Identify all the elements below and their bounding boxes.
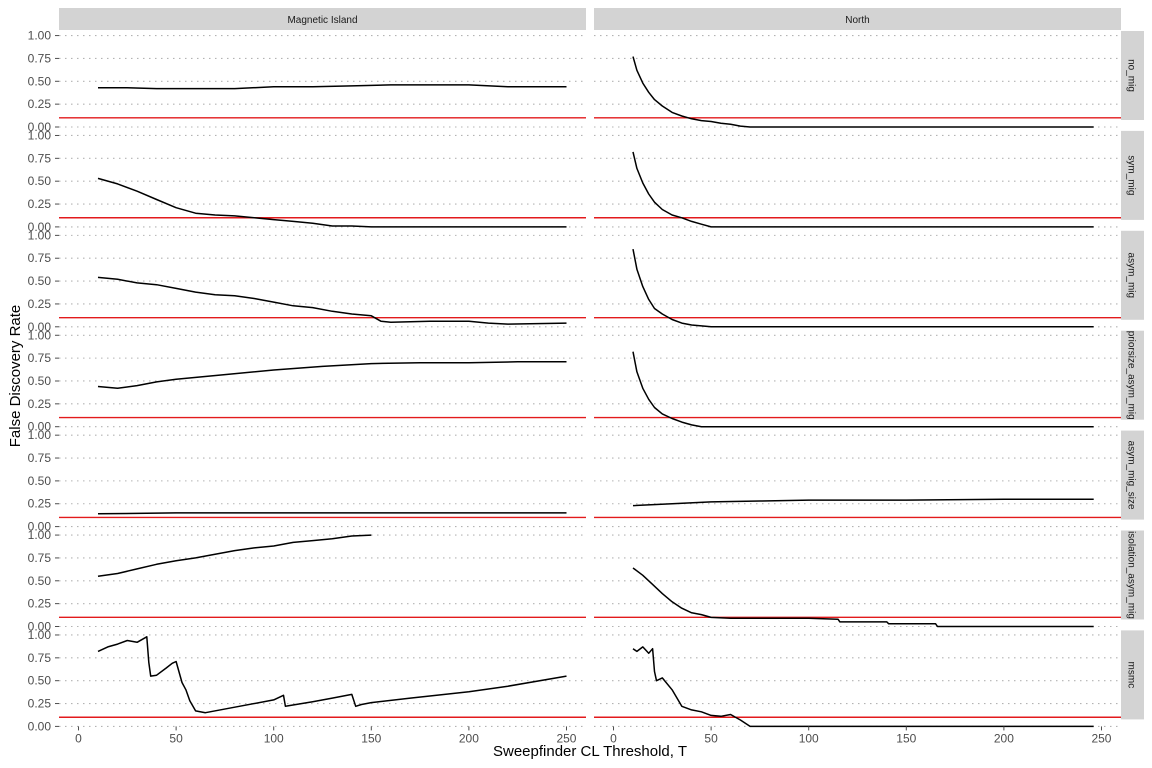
x-tick-label: 100 [799, 731, 819, 745]
x-tick-label: 200 [459, 731, 479, 745]
row-strip [1121, 430, 1144, 520]
x-axis-title: Sweepfinder CL Threshold, T [493, 743, 687, 760]
x-tick-label: 150 [361, 731, 381, 745]
y-tick-label: 1.00 [28, 128, 52, 142]
y-tick-label: 0.50 [28, 74, 52, 88]
panel-background [594, 530, 1121, 627]
y-tick-label: 1.00 [28, 528, 52, 542]
x-tick-label: 200 [994, 731, 1014, 745]
row-strip-label: no_mig [1126, 59, 1137, 92]
panel-background [594, 630, 1121, 727]
series-line-msmc-1 [632, 646, 1094, 728]
column-strip [59, 8, 586, 30]
panel-background [594, 130, 1121, 227]
series-line-asym_mig_size-0 [97, 512, 567, 515]
row-strip-label: isolation_asym_mig [1126, 531, 1137, 619]
y-tick-label: 0.00 [28, 120, 52, 134]
y-tick-label: 0.25 [28, 597, 52, 611]
y-tick-label: 0.75 [28, 451, 52, 465]
series-line-isolation_asym_mig-0 [97, 534, 372, 577]
x-tick-label: 250 [1091, 731, 1111, 745]
x-tick-label: 0 [610, 731, 617, 745]
series-line-no_mig-1 [632, 56, 1094, 128]
y-tick-label: 0.75 [28, 651, 52, 665]
row-strip [1121, 130, 1144, 220]
panel-background [594, 430, 1121, 527]
row-strip-label: asym_mig_size [1126, 441, 1137, 510]
panel-background [594, 31, 1121, 127]
y-tick-label: 0.25 [28, 497, 52, 511]
series-line-no_mig-0 [98, 84, 567, 90]
series-line-asym_mig-0 [97, 276, 567, 325]
row-strip [1121, 31, 1144, 120]
y-tick-label: 0.75 [28, 151, 52, 165]
x-tick-label: 50 [704, 731, 718, 745]
row-strip-label: asym_mig [1126, 253, 1137, 299]
y-tick-label: 0.50 [28, 474, 52, 488]
ticks-layer: 0.000.250.500.751.000.000.250.500.751.00… [28, 29, 1112, 746]
y-tick-label: 0.00 [28, 719, 52, 733]
series-line-isolation_asym_mig-1 [632, 567, 1094, 628]
panel-background [59, 130, 586, 227]
series-line-asym_mig_size-1 [632, 498, 1094, 507]
y-tick-label: 0.25 [28, 197, 52, 211]
row-strip [1121, 230, 1144, 320]
y-tick-label: 0.25 [28, 297, 52, 311]
y-tick-label: 0.75 [28, 551, 52, 565]
strips-layer: Magnetic Island North no_mig sym_mig asym_mi… [59, 8, 1144, 720]
row-strip [1121, 530, 1144, 620]
column-strip [594, 8, 1121, 30]
panel-background [59, 330, 586, 427]
y-tick-label: 0.00 [28, 420, 52, 434]
y-tick-label: 0.50 [28, 374, 52, 388]
y-tick-label: 0.00 [28, 520, 52, 534]
y-tick-label: 0.00 [28, 320, 52, 334]
y-tick-label: 0.50 [28, 274, 52, 288]
panel-background [59, 31, 586, 127]
series-line-asym_mig-1 [632, 248, 1094, 328]
row-strip [1121, 630, 1144, 720]
y-axis-title: False Discovery Rate [7, 305, 24, 448]
y-tick-label: 0.25 [28, 97, 52, 111]
series-line-sym_mig-1 [632, 151, 1094, 228]
row-strip [1121, 330, 1144, 420]
panel-background [59, 630, 586, 727]
y-tick-label: 1.00 [28, 628, 52, 642]
y-tick-label: 0.50 [28, 674, 52, 688]
y-tick-label: 0.75 [28, 51, 52, 65]
row-strip-label: priorsize_asym_mig [1126, 331, 1137, 420]
panel-background [594, 230, 1121, 327]
y-tick-label: 1.00 [28, 228, 52, 242]
series-line-msmc-0 [97, 636, 567, 714]
y-tick-label: 0.50 [28, 174, 52, 188]
series-line-priorsize_asym_mig-1 [632, 351, 1094, 428]
y-tick-label: 1.00 [28, 328, 52, 342]
y-tick-label: 1.00 [28, 428, 52, 442]
series-line-sym_mig-0 [97, 177, 567, 228]
column-strip-label: Magnetic Island [287, 15, 357, 26]
y-tick-label: 0.50 [28, 574, 52, 588]
panel-background [59, 230, 586, 327]
y-tick-label: 0.00 [28, 220, 52, 234]
row-strip-label: msmc [1126, 662, 1137, 689]
x-tick-label: 0 [75, 731, 82, 745]
y-tick-label: 0.25 [28, 697, 52, 711]
x-tick-label: 100 [264, 731, 284, 745]
y-tick-label: 0.25 [28, 397, 52, 411]
series-line-priorsize_asym_mig-0 [97, 361, 567, 390]
panels-layer [59, 31, 1121, 728]
row-strip-label: sym_mig [1126, 155, 1137, 195]
panel-background [594, 330, 1121, 427]
x-tick-label: 50 [169, 731, 183, 745]
x-tick-label: 150 [896, 731, 916, 745]
x-tick-label: 250 [556, 731, 576, 745]
panel-background [59, 530, 586, 627]
column-strip-label: North [845, 15, 869, 26]
y-tick-label: 0.00 [28, 620, 52, 634]
y-tick-label: 1.00 [28, 29, 52, 43]
y-tick-label: 0.75 [28, 351, 52, 365]
panel-background [59, 430, 586, 527]
y-tick-label: 0.75 [28, 251, 52, 265]
